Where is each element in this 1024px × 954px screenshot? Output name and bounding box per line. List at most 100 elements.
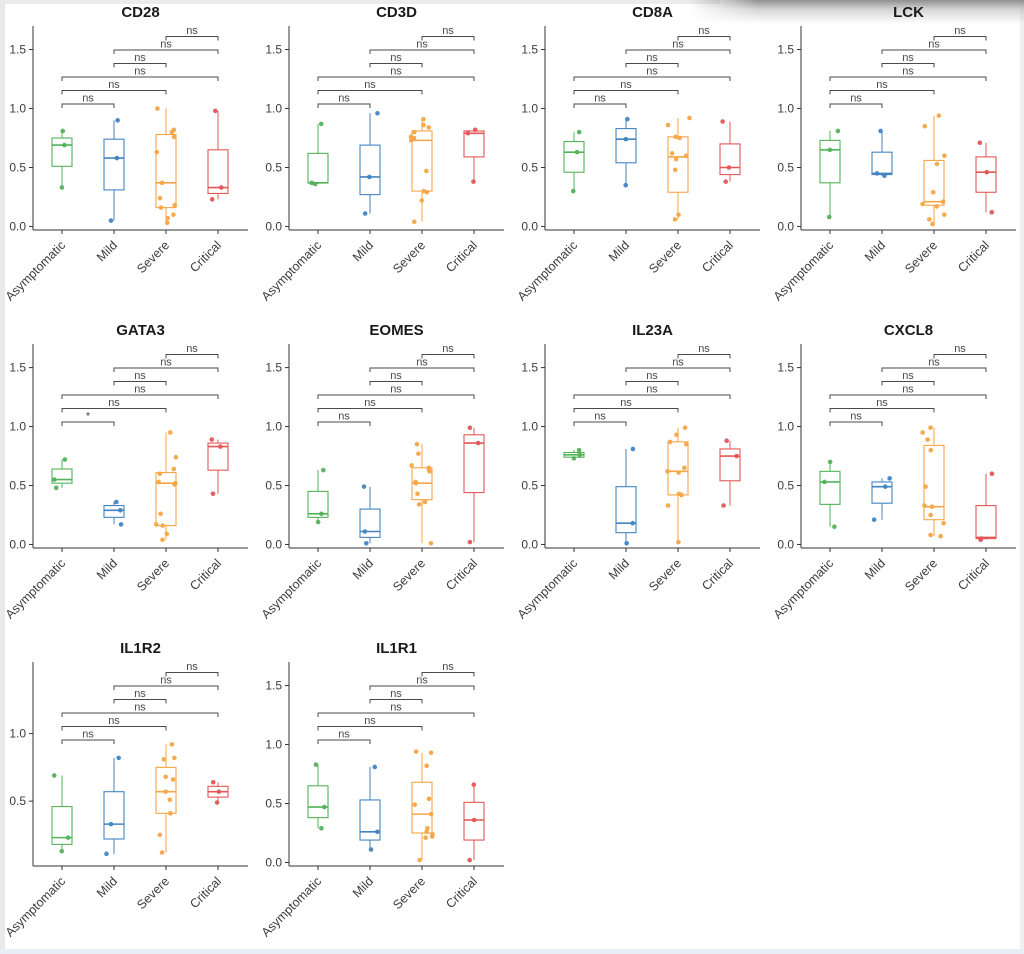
jitter-point bbox=[114, 499, 119, 505]
jitter-point bbox=[940, 199, 946, 204]
jitter-point bbox=[827, 459, 833, 465]
panel-title: IL1R1 bbox=[376, 640, 417, 657]
x-tick-label: Mild bbox=[862, 238, 888, 264]
jitter-point bbox=[426, 796, 432, 802]
x-tick-label: Asymptomatic bbox=[3, 556, 68, 621]
jitter-point bbox=[576, 129, 582, 135]
jitter-point bbox=[115, 118, 120, 123]
boxplot-chart: CD3D 0.0 0.5 1.0 1.5 Asymptomatic Mild Severe Cr… bbox=[259, 4, 504, 304]
sig-bracket bbox=[881, 49, 987, 54]
jitter-point bbox=[934, 204, 939, 209]
sig-label: ns bbox=[160, 39, 172, 51]
sig-bracket bbox=[317, 76, 475, 81]
x-tick-label: Asymptomatic bbox=[259, 874, 324, 939]
jitter-point bbox=[984, 169, 990, 175]
jitter-point bbox=[412, 802, 418, 807]
jitter-point bbox=[942, 153, 947, 159]
sig-label: ns bbox=[620, 397, 632, 409]
sig-label: ns bbox=[902, 66, 914, 78]
y-tick-label: 0.5 bbox=[9, 479, 26, 493]
sig-bracket bbox=[113, 381, 167, 386]
jitter-point bbox=[665, 469, 670, 474]
panel-title: GATA3 bbox=[116, 322, 165, 339]
box bbox=[155, 133, 177, 209]
sig-label: ns bbox=[186, 25, 198, 37]
y-tick-label: 0.0 bbox=[777, 219, 794, 233]
y-tick-label: 0.5 bbox=[777, 161, 794, 175]
sig-label: ns bbox=[338, 411, 350, 423]
boxplot-chart: LCK 0.0 0.5 1.0 1.5 Asymptomatic Mild Severe Cri… bbox=[771, 4, 1016, 304]
jitter-point bbox=[920, 430, 925, 435]
jitter-point bbox=[375, 110, 380, 116]
sig-label: ns bbox=[186, 343, 198, 355]
sig-bracket bbox=[369, 49, 475, 54]
sig-bracket bbox=[369, 699, 423, 704]
sig-bracket bbox=[677, 354, 731, 359]
sig-bracket bbox=[61, 408, 167, 413]
x-tick-label: Critical bbox=[187, 238, 224, 275]
x-tick-label: Critical bbox=[955, 556, 992, 593]
sig-label: ns bbox=[108, 397, 120, 409]
jitter-point bbox=[977, 140, 983, 146]
jitter-point bbox=[424, 189, 430, 195]
box bbox=[51, 806, 73, 845]
sig-bracket bbox=[165, 354, 219, 359]
x-tick-label: Critical bbox=[955, 238, 992, 275]
sig-bracket bbox=[829, 421, 883, 426]
sig-bracket bbox=[881, 367, 987, 372]
box bbox=[155, 766, 177, 814]
jitter-point bbox=[467, 539, 473, 545]
jitter-point bbox=[422, 499, 428, 505]
jitter-point bbox=[724, 438, 729, 443]
box bbox=[155, 471, 177, 527]
sig-label: * bbox=[86, 411, 91, 423]
sig-bracket bbox=[317, 394, 475, 399]
box bbox=[463, 801, 485, 841]
panel-title: IL1R2 bbox=[120, 640, 161, 657]
panel-EOMES: EOMES 0.0 0.5 1.0 1.5 Asymptomatic Mild Severe C… bbox=[256, 318, 512, 636]
jitter-point bbox=[683, 441, 689, 447]
box bbox=[359, 508, 381, 538]
x-tick-label: Critical bbox=[443, 238, 480, 275]
jitter-point bbox=[167, 797, 173, 803]
boxplot-chart: IL1R1 0.0 0.5 1.0 1.5 Asymptomatic Mild Severe C… bbox=[259, 640, 504, 940]
x-tick-label: Severe bbox=[902, 556, 940, 594]
jitter-point bbox=[52, 477, 57, 482]
y-tick-label: 0.0 bbox=[521, 219, 538, 233]
jitter-point bbox=[165, 215, 170, 221]
jitter-point bbox=[219, 185, 224, 190]
y-tick-label: 1.0 bbox=[777, 420, 794, 434]
sig-bracket bbox=[317, 739, 371, 744]
y-tick-label: 1.0 bbox=[9, 420, 26, 434]
sig-label: ns bbox=[672, 39, 684, 51]
jitter-point bbox=[428, 750, 434, 756]
jitter-point bbox=[218, 444, 223, 449]
sig-bracket bbox=[61, 726, 167, 731]
sig-label: ns bbox=[82, 93, 94, 105]
jitter-point bbox=[930, 189, 936, 195]
jitter-point bbox=[467, 857, 472, 863]
jitter-point bbox=[472, 127, 478, 133]
x-tick-label: Asymptomatic bbox=[771, 556, 836, 621]
jitter-point bbox=[630, 446, 636, 452]
jitter-point bbox=[925, 437, 930, 442]
sig-label: ns bbox=[390, 384, 402, 396]
sig-bracket bbox=[317, 712, 475, 717]
jitter-point bbox=[214, 800, 220, 805]
sig-bracket bbox=[165, 672, 219, 677]
sig-label: ns bbox=[850, 411, 862, 423]
sig-bracket bbox=[61, 712, 219, 717]
y-tick-label: 0.5 bbox=[521, 161, 538, 175]
jitter-point bbox=[423, 835, 428, 840]
sig-bracket bbox=[61, 421, 115, 426]
jitter-point bbox=[156, 479, 161, 485]
jitter-point bbox=[65, 835, 71, 840]
sig-label: ns bbox=[134, 702, 146, 714]
sig-label: ns bbox=[902, 384, 914, 396]
jitter-point bbox=[421, 116, 426, 122]
edge-artifact-top bbox=[0, 0, 720, 4]
sig-label: ns bbox=[160, 357, 172, 369]
sig-bracket bbox=[421, 354, 475, 359]
y-tick-label: 0.5 bbox=[521, 479, 538, 493]
sig-bracket bbox=[573, 90, 679, 95]
